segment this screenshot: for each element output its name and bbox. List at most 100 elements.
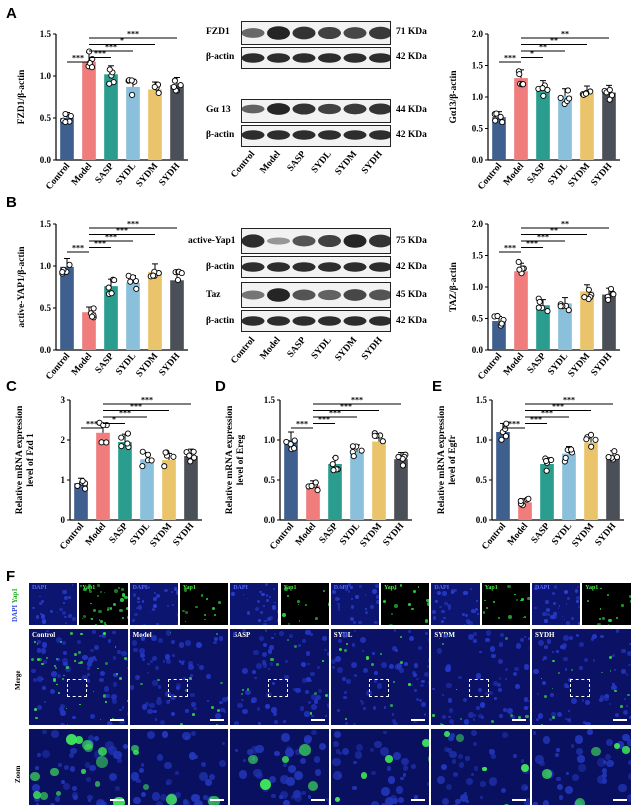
fluorescent-signal [36, 802, 40, 805]
fluorescent-signal [540, 678, 543, 680]
fluorescent-signal [563, 656, 568, 662]
fluorescent-signal [304, 711, 310, 717]
y-axis-label: FZD1/β-actin [17, 69, 27, 124]
fluorescent-signal [468, 621, 473, 625]
fluorescent-signal [63, 602, 65, 604]
fluorescent-signal [453, 588, 457, 593]
fluorescent-signal [441, 797, 449, 805]
y-tick-label: 1.0 [40, 71, 52, 81]
fluorescent-signal [35, 587, 37, 590]
x-tick-label: SYDM [571, 521, 597, 549]
fluorescent-signal [86, 667, 90, 671]
x-tick-label: SYDM [567, 351, 593, 379]
yap1-tile-label: Yap1 [585, 585, 599, 591]
fluorescent-signal [339, 648, 343, 652]
fluorescent-signal [110, 723, 115, 725]
fluorescent-signal [439, 722, 443, 725]
data-point [399, 462, 406, 469]
blot-label: β-actin [206, 316, 235, 326]
fluorescent-signal [448, 708, 454, 713]
fluorescent-signal [520, 599, 522, 602]
fluorescent-signal [628, 663, 631, 666]
data-point [66, 261, 73, 268]
fluorescent-signal [470, 772, 474, 776]
bar [536, 305, 550, 350]
x-tick-label: SYDM [359, 521, 385, 549]
bar [74, 483, 88, 520]
fluorescent-signal [610, 655, 613, 658]
fluorescent-signal [151, 608, 155, 612]
fluorescent-signal [61, 640, 66, 646]
fluorescent-signal [36, 676, 43, 683]
fluorescent-signal [273, 587, 276, 590]
data-point [86, 48, 93, 55]
fluorescent-signal [113, 751, 122, 760]
data-point [562, 454, 569, 461]
fluorescent-signal [261, 660, 267, 665]
fluorescent-signal [441, 609, 445, 614]
fluorescent-signal [615, 616, 618, 619]
fluorescent-signal [283, 763, 287, 768]
fluorescent-signal [82, 674, 88, 681]
fluorescent-signal [161, 731, 169, 738]
data-point [283, 438, 290, 445]
fluorescent-signal [587, 599, 590, 602]
fluorescent-signal [464, 719, 470, 725]
fluorescent-signal [344, 587, 349, 591]
fluorescent-signal [432, 609, 437, 614]
data-point [332, 454, 339, 461]
fluorescent-signal [260, 591, 263, 594]
fluorescent-signal [412, 719, 417, 723]
fluorescent-signal [380, 653, 383, 656]
fluorescent-signal [628, 773, 631, 781]
sig-label: *** [537, 233, 549, 242]
fluorescent-signal [556, 777, 561, 782]
fluorescent-signal [84, 724, 88, 725]
fluorescent-signal [341, 632, 348, 639]
fluorescent-signal [286, 746, 292, 752]
fluorescent-signal [154, 666, 159, 671]
fluorescent-signal [54, 796, 61, 802]
fluorescent-signal [258, 590, 261, 593]
fluorescent-signal [373, 678, 378, 683]
fluorescent-signal [171, 590, 174, 593]
fluorescent-signal [157, 637, 164, 644]
fluorescent-signal [446, 682, 452, 689]
fluorescent-signal [337, 666, 344, 673]
fluorescent-signal [568, 710, 571, 713]
scale-bar [411, 799, 426, 801]
fluorescent-signal [108, 746, 117, 755]
y-axis-label: active-YAP1/β-actin [17, 246, 27, 328]
fluorescent-signal [488, 748, 492, 753]
fluorescent-signal [523, 664, 530, 670]
fluorescent-signal [601, 778, 608, 784]
data-point [395, 453, 402, 460]
fluorescent-signal [488, 776, 498, 786]
fluorescent-signal [351, 661, 358, 668]
fluorescent-signal [362, 706, 366, 710]
bar [284, 440, 298, 520]
fluorescent-signal [603, 695, 609, 701]
sig-label: *** [94, 49, 106, 58]
fluorescent-signal [99, 590, 102, 593]
fluorescent-signal [571, 697, 578, 704]
fluorescent-signal [73, 805, 80, 806]
fluorescent-signal [126, 606, 128, 611]
fluorescent-signal [442, 715, 447, 720]
fluorescent-signal [491, 719, 495, 723]
fluorescent-signal [141, 704, 148, 710]
fluorescent-signal [563, 618, 566, 621]
y-tick-label: 1.5 [40, 29, 52, 39]
fluorescent-signal [445, 784, 452, 791]
fluorescent-signal [375, 595, 380, 599]
fluorescent-signal [183, 588, 188, 592]
fluorescent-signal [98, 609, 102, 614]
fluorescent-signal [407, 629, 412, 634]
fluorescent-signal [552, 615, 557, 620]
fluorescent-signal [141, 792, 147, 797]
fluorescent-signal [32, 784, 40, 792]
fluorescent-signal [537, 692, 540, 696]
fluorescent-signal [470, 608, 476, 613]
fluorescent-signal [50, 729, 59, 738]
x-tick-label: Model [70, 351, 95, 378]
